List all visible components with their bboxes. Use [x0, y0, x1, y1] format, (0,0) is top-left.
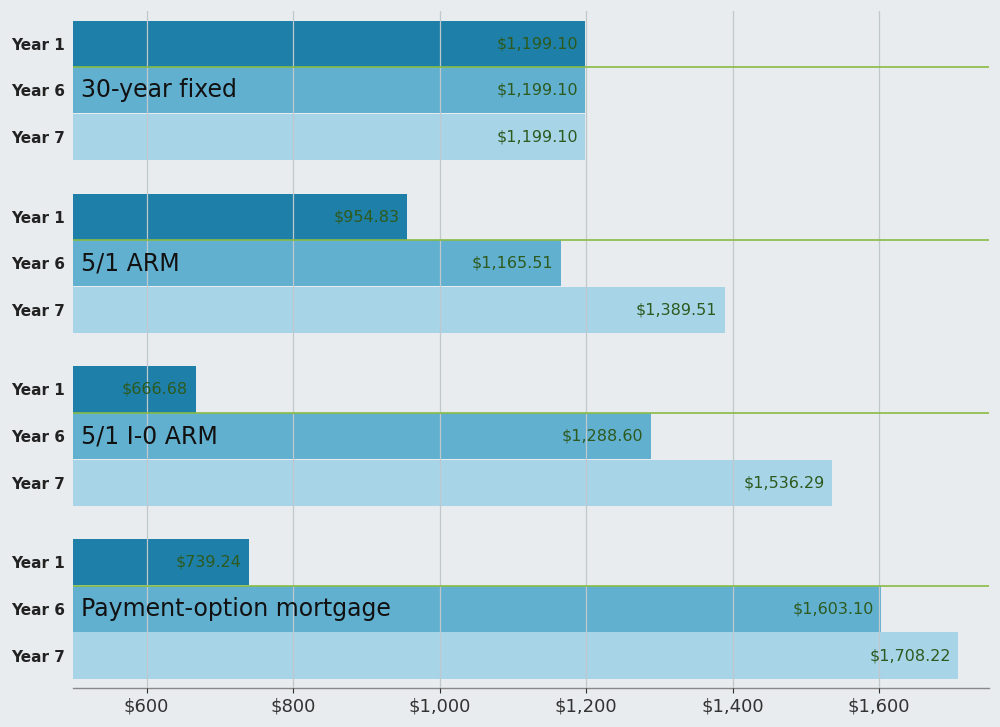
Bar [73, 366, 196, 412]
Text: $739.24: $739.24 [175, 555, 241, 570]
Bar [73, 114, 585, 160]
Text: $1,165.51: $1,165.51 [472, 256, 554, 270]
Text: $666.68: $666.68 [122, 382, 188, 397]
Bar [73, 193, 407, 240]
Text: 30-year fixed: 30-year fixed [81, 79, 237, 103]
Text: $1,536.29: $1,536.29 [744, 475, 825, 490]
Bar [73, 632, 958, 678]
Text: 5/1 I-0 ARM: 5/1 I-0 ARM [81, 424, 218, 448]
Text: $954.83: $954.83 [333, 209, 399, 224]
Text: $1,708.22: $1,708.22 [869, 648, 951, 663]
Text: $1,603.10: $1,603.10 [793, 601, 874, 616]
Text: 5/1 ARM: 5/1 ARM [81, 252, 179, 276]
Text: $1,288.60: $1,288.60 [562, 428, 644, 443]
Bar [73, 68, 585, 113]
Bar [73, 539, 249, 585]
Bar [73, 459, 832, 506]
Text: $1,199.10: $1,199.10 [496, 129, 578, 145]
Bar [73, 413, 651, 459]
Text: Payment-option mortgage: Payment-option mortgage [81, 597, 391, 621]
Text: $1,389.51: $1,389.51 [636, 302, 718, 318]
Bar [73, 586, 881, 632]
Bar [73, 20, 585, 67]
Text: $1,199.10: $1,199.10 [496, 83, 578, 98]
Bar [73, 286, 725, 333]
Text: $1,199.10: $1,199.10 [496, 36, 578, 52]
Bar [73, 240, 561, 286]
